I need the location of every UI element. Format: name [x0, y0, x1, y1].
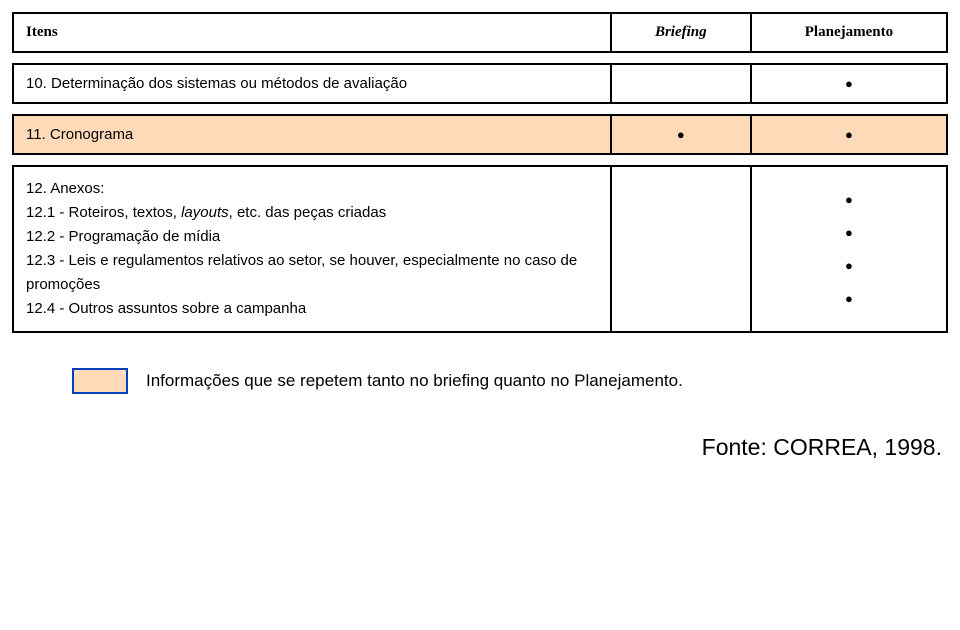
- legend: Informações que se repetem tanto no brie…: [72, 368, 948, 394]
- bullet-icon: ●: [677, 128, 685, 141]
- line-12-3: 12.3 - Leis e regulamentos relativos ao …: [26, 249, 598, 297]
- row-11-table: 11. Cronograma ● ●: [12, 114, 948, 155]
- line-12-1-pre: 12.1 - Roteiros, textos,: [26, 204, 181, 221]
- row-11-text: 11. Cronograma: [13, 115, 611, 154]
- bullet-icon: ●: [845, 128, 853, 141]
- bullet-icon: ●: [845, 226, 853, 239]
- line-12: 12. Anexos:: [26, 177, 598, 201]
- table-container: Itens Briefing Planejamento 10. Determin…: [12, 12, 948, 333]
- legend-text: Informações que se repetem tanto no brie…: [146, 371, 683, 391]
- line-12-2: 12.2 - Programação de mídia: [26, 225, 598, 249]
- header-briefing: Briefing: [611, 13, 751, 52]
- line-12-1: 12.1 - Roteiros, textos, layouts, etc. d…: [26, 201, 598, 225]
- line-12-1-post: , etc. das peças criadas: [229, 204, 387, 221]
- legend-box-icon: [72, 368, 128, 394]
- row-11-briefing: ●: [611, 115, 751, 154]
- bullet-stack: ● ● ● ●: [764, 185, 934, 313]
- line-12-4: 12.4 - Outros assuntos sobre a campanha: [26, 297, 598, 321]
- header-planejamento: Planejamento: [751, 13, 947, 52]
- bullet-icon: ●: [845, 193, 853, 206]
- row-10-planning: ●: [751, 64, 947, 103]
- row-10-table: 10. Determinação dos sistemas ou métodos…: [12, 63, 948, 104]
- row-10-briefing: [611, 64, 751, 103]
- bullet-icon: ●: [845, 292, 853, 305]
- bullet-icon: ●: [845, 77, 853, 90]
- source-text: Fonte: CORREA, 1998.: [12, 434, 948, 461]
- row-11-planning: ●: [751, 115, 947, 154]
- line-12-1-italic: layouts: [181, 204, 229, 221]
- bullet-icon: ●: [845, 259, 853, 272]
- row-12-text: 12. Anexos: 12.1 - Roteiros, textos, lay…: [13, 166, 611, 332]
- header-table: Itens Briefing Planejamento: [12, 12, 948, 53]
- row-12-briefing: [611, 166, 751, 332]
- header-itens: Itens: [13, 13, 611, 52]
- row-10-text: 10. Determinação dos sistemas ou métodos…: [13, 64, 611, 103]
- row-12-planning: ● ● ● ●: [751, 166, 947, 332]
- annex-lines: 12. Anexos: 12.1 - Roteiros, textos, lay…: [26, 177, 598, 321]
- row-12-table: 12. Anexos: 12.1 - Roteiros, textos, lay…: [12, 165, 948, 333]
